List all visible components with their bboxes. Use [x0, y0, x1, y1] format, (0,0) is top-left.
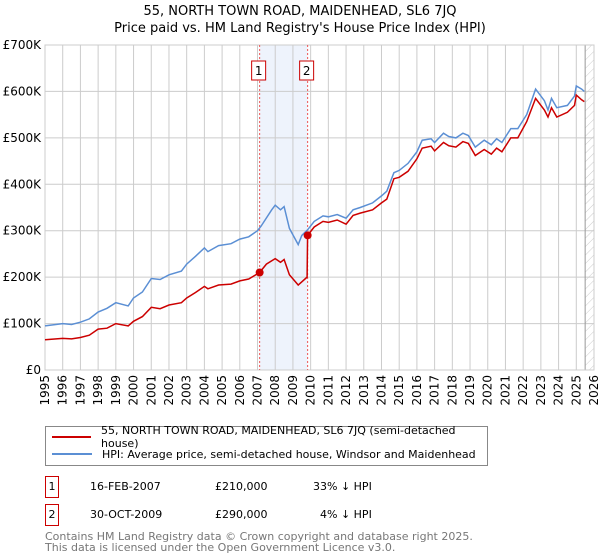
- y-tick-label: £600K: [3, 84, 43, 98]
- transaction-price: £290,000: [215, 508, 268, 521]
- marker-badge: 2: [45, 504, 59, 526]
- legend: 55, NORTH TOWN ROAD, MAIDENHEAD, SL6 7JQ…: [45, 424, 488, 466]
- x-tick-label: 2006: [233, 375, 247, 406]
- footer: Contains HM Land Registry data © Crown c…: [45, 531, 473, 553]
- x-tick-label: 2004: [197, 375, 211, 406]
- x-tick-label: 1998: [91, 375, 105, 406]
- x-tick-label: 2022: [516, 375, 530, 406]
- x-tick-label: 1999: [109, 375, 123, 406]
- y-tick-label: £500K: [3, 131, 43, 145]
- x-tick-label: 2003: [180, 375, 194, 406]
- x-tick-label: 2011: [321, 375, 335, 406]
- legend-property: 55, NORTH TOWN ROAD, MAIDENHEAD, SL6 7JQ…: [101, 424, 456, 450]
- y-tick-label: £300K: [3, 224, 43, 238]
- transaction-date: 30-OCT-2009: [90, 508, 163, 521]
- sale-marker-label: 1: [255, 64, 263, 78]
- footer-line2: This data is licensed under the Open Gov…: [45, 541, 396, 554]
- x-tick-label: 2023: [534, 375, 548, 406]
- sale-marker-box: [251, 60, 267, 81]
- legend-blue-line: [52, 453, 92, 455]
- y-tick-label: £0: [26, 363, 41, 377]
- transaction-date: 16-FEB-2007: [90, 480, 161, 493]
- footer-line1: Contains HM Land Registry data © Crown c…: [45, 530, 473, 543]
- x-tick-label: 2015: [392, 375, 406, 406]
- x-tick-label: 2002: [162, 375, 176, 406]
- y-tick-label: £200K: [3, 270, 43, 284]
- chart-title: 55, NORTH TOWN ROAD, MAIDENHEAD, SL6 7JQ: [143, 4, 457, 19]
- x-tick-label: 2024: [552, 375, 566, 406]
- x-tick-label: 2001: [144, 375, 158, 406]
- x-tick-label: 2016: [410, 375, 424, 406]
- y-tick-label: £700K: [3, 38, 43, 52]
- sale-point: [255, 268, 264, 277]
- x-tick-label: 1995: [38, 375, 52, 406]
- sale-point: [303, 231, 312, 240]
- sale-marker-box: [299, 60, 315, 81]
- x-tick-label: 2009: [286, 375, 300, 406]
- price-chart: 1995 1996 1997 1998 1999 2000 2001 2002 2003 2004…: [3, 38, 600, 406]
- x-tick-label: 2008: [268, 375, 282, 406]
- x-tick-label: 2000: [127, 375, 141, 406]
- x-tick-label: 2017: [428, 375, 442, 406]
- legend-hpi: HPI: Average price, semi-detached house,…: [102, 447, 476, 461]
- y-tick-label: £100K: [3, 317, 43, 331]
- x-tick-label: 1996: [56, 375, 70, 406]
- transaction-hpi: 33% ↓ HPI: [313, 480, 372, 493]
- x-tick-label: 2007: [251, 375, 265, 406]
- x-tick-label: 2013: [357, 375, 371, 406]
- transaction-price: £210,000: [215, 480, 268, 493]
- x-tick-label: 2025: [569, 375, 583, 406]
- legend-red-line: [52, 436, 92, 438]
- x-tick-label: 2005: [215, 375, 229, 406]
- plot-frame: [44, 44, 595, 371]
- x-tick-label: 2020: [481, 375, 495, 406]
- x-tick-label: 2021: [498, 375, 512, 406]
- property-price-line: [44, 93, 585, 341]
- chart-subtitle: Price paid vs. HM Land Registry's House …: [114, 21, 486, 36]
- x-tick-label: 2014: [374, 375, 388, 406]
- x-tick-label: 2018: [445, 375, 459, 406]
- sale-marker-label: 2: [303, 64, 311, 78]
- forecast-hatch: [585, 45, 594, 370]
- x-tick-label: 2010: [304, 375, 318, 406]
- y-tick-label: £400K: [3, 177, 43, 191]
- x-tick-label: 2012: [339, 375, 353, 406]
- hpi-line: [44, 84, 585, 327]
- marker-badge: 1: [45, 476, 59, 498]
- x-tick-label: 2019: [463, 375, 477, 406]
- x-tick-label: 2026: [587, 375, 600, 406]
- x-tick-label: 1997: [73, 375, 87, 406]
- transaction-hpi: 4% ↓ HPI: [320, 508, 372, 521]
